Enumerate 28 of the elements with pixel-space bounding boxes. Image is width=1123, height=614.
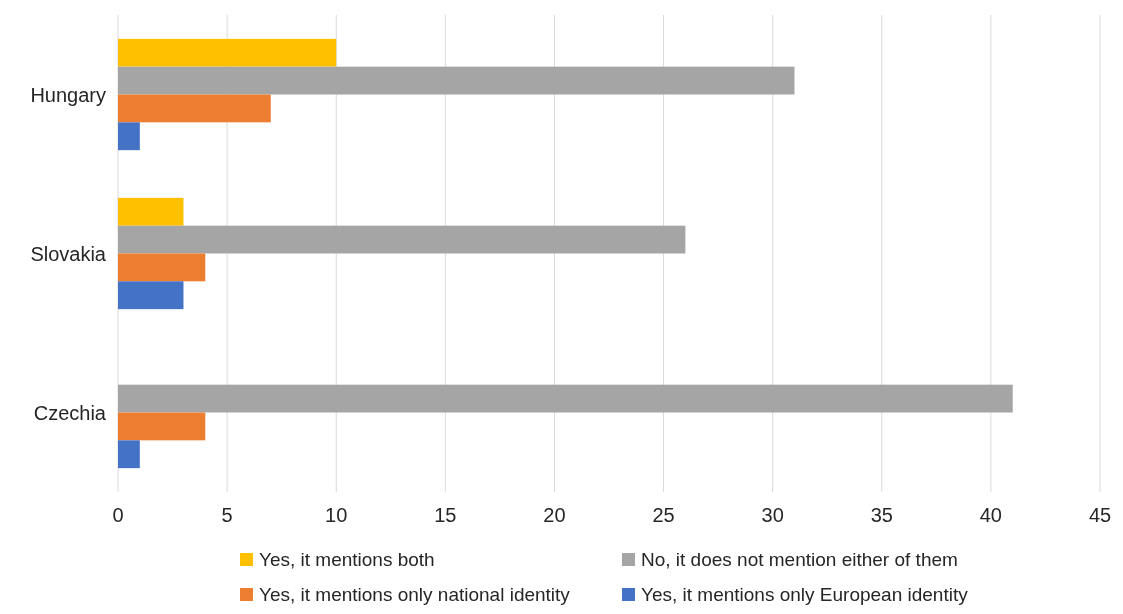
- legend-label: Yes, it mentions only national identity: [259, 584, 571, 605]
- bar: [118, 197, 184, 226]
- x-tick-label: 0: [112, 504, 124, 526]
- bar: [118, 412, 206, 441]
- bar: [118, 94, 271, 123]
- bar: [118, 66, 795, 95]
- y-tick-label: Hungary: [30, 83, 106, 106]
- x-tick-label: 30: [761, 504, 784, 526]
- bar: [118, 122, 140, 151]
- bar: [118, 253, 206, 282]
- x-tick-label: 40: [979, 504, 1003, 526]
- x-tick-label: 35: [870, 504, 893, 526]
- bar: [118, 281, 184, 310]
- x-tick-label: 5: [221, 504, 233, 526]
- bar: [118, 440, 140, 469]
- y-tick-label: Slovakia: [30, 242, 107, 265]
- bar: [118, 38, 337, 67]
- x-tick-label: 20: [543, 504, 566, 526]
- x-tick-label: 10: [325, 504, 348, 526]
- legend-label: Yes, it mentions both: [259, 549, 435, 570]
- legend-label: No, it does not mention either of them: [641, 549, 958, 570]
- x-tick-label: 25: [652, 504, 675, 526]
- bar: [118, 384, 1013, 413]
- legend-label: Yes, it mentions only European identity: [641, 584, 969, 605]
- bar: [118, 225, 686, 254]
- y-tick-label: Czechia: [33, 401, 107, 424]
- x-tick-label: 15: [434, 504, 457, 526]
- x-tick-label: 45: [1088, 504, 1112, 526]
